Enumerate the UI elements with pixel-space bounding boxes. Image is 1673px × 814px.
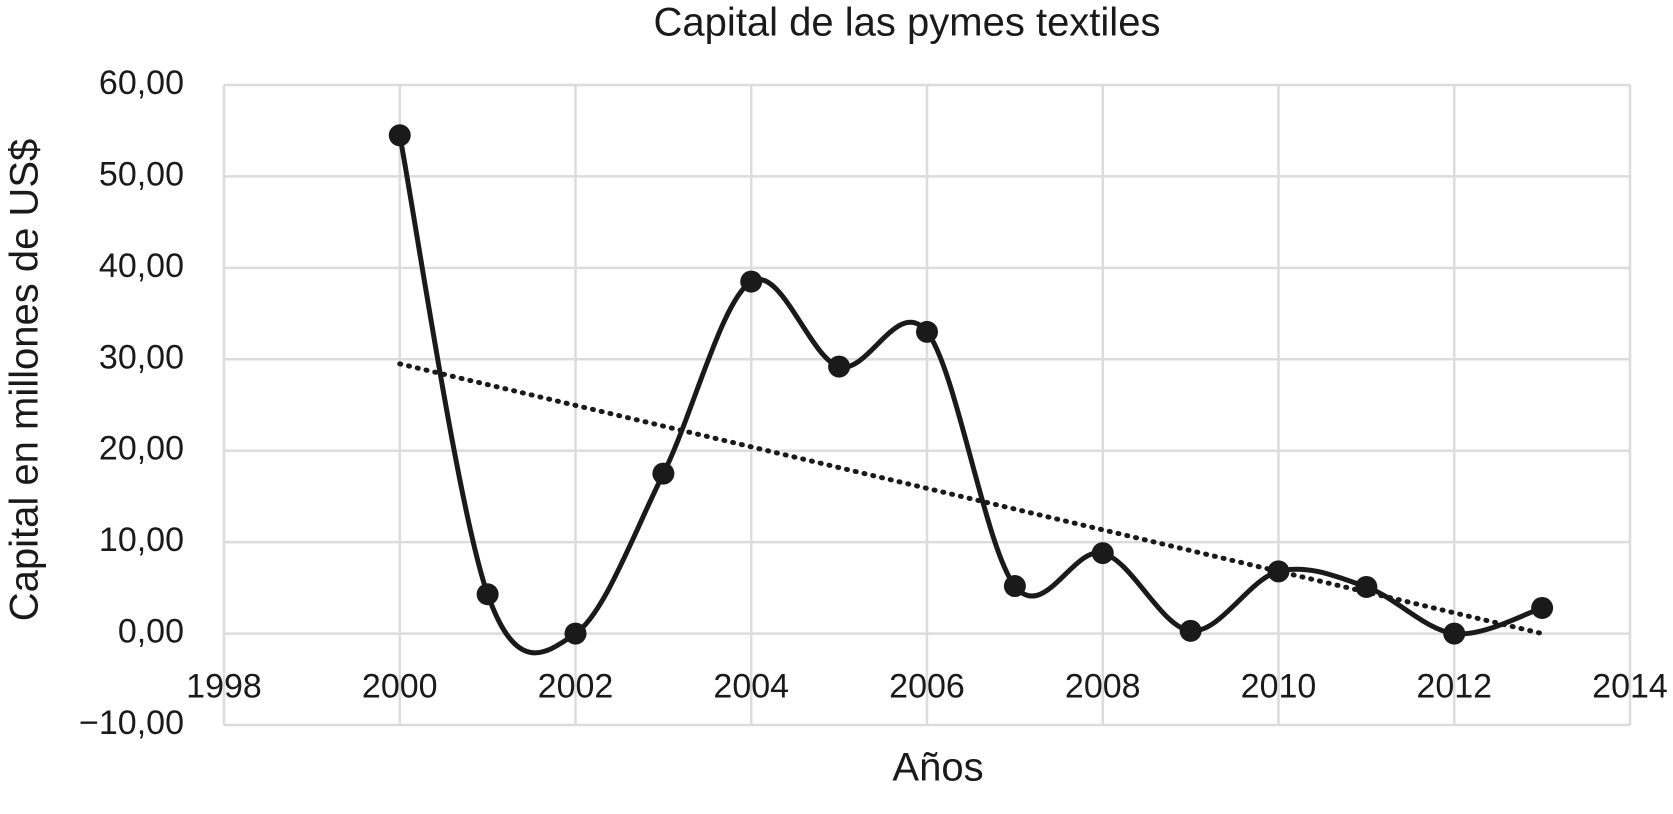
x-tick-label: 2000 xyxy=(362,668,438,706)
x-tick-label: 2010 xyxy=(1241,668,1317,706)
data-point xyxy=(388,124,411,147)
x-tick-label: 1998 xyxy=(186,668,262,706)
x-axis-label: Años xyxy=(892,746,983,790)
y-tick-label: 60,00 xyxy=(99,64,184,102)
data-point xyxy=(1355,575,1378,598)
data-point xyxy=(828,355,851,378)
x-tick-label: 2012 xyxy=(1416,668,1492,706)
data-point xyxy=(916,320,938,343)
data-point xyxy=(1003,575,1026,598)
x-tick-label: 2014 xyxy=(1592,668,1668,706)
data-point xyxy=(1267,560,1290,583)
data-point xyxy=(740,270,763,293)
x-tick-label: 2002 xyxy=(538,668,614,706)
y-tick-label: 0,00 xyxy=(118,613,184,651)
trendline xyxy=(397,361,1545,637)
x-tick-label: 2008 xyxy=(1065,668,1141,706)
y-axis-label: Capital en millones de US$ xyxy=(3,139,47,621)
y-tick-label: 30,00 xyxy=(99,338,184,376)
data-point xyxy=(1091,542,1114,565)
data-point xyxy=(652,462,675,485)
x-tick-label: 2004 xyxy=(713,668,789,706)
series-line xyxy=(397,134,1543,656)
y-tick-label: 10,00 xyxy=(99,521,184,559)
data-point xyxy=(476,583,499,606)
y-tick-label: 20,00 xyxy=(99,430,184,468)
data-point xyxy=(1443,622,1466,645)
data-point xyxy=(1179,619,1202,642)
y-tick-label: 40,00 xyxy=(99,247,184,285)
x-tick-label: 2006 xyxy=(889,668,965,706)
y-tick-label: −10,00 xyxy=(79,704,184,742)
chart-title: Capital de las pymes textiles xyxy=(654,1,1161,45)
data-point xyxy=(1531,596,1554,619)
data-point xyxy=(564,622,587,645)
y-tick-label: 50,00 xyxy=(99,155,184,193)
